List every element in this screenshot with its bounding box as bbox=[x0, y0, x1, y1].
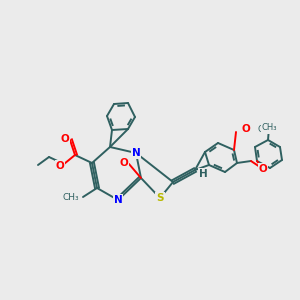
Text: O: O bbox=[242, 124, 250, 134]
Text: O: O bbox=[61, 134, 69, 144]
Text: N: N bbox=[132, 148, 140, 158]
Text: O: O bbox=[120, 158, 128, 168]
Text: H: H bbox=[199, 169, 207, 179]
Text: CH₃: CH₃ bbox=[257, 124, 272, 134]
Text: CH₃: CH₃ bbox=[261, 123, 277, 132]
Text: CH₃: CH₃ bbox=[62, 193, 79, 202]
Text: O: O bbox=[56, 161, 64, 171]
Text: O: O bbox=[259, 164, 267, 174]
Text: N: N bbox=[114, 195, 122, 205]
Text: S: S bbox=[156, 193, 164, 203]
